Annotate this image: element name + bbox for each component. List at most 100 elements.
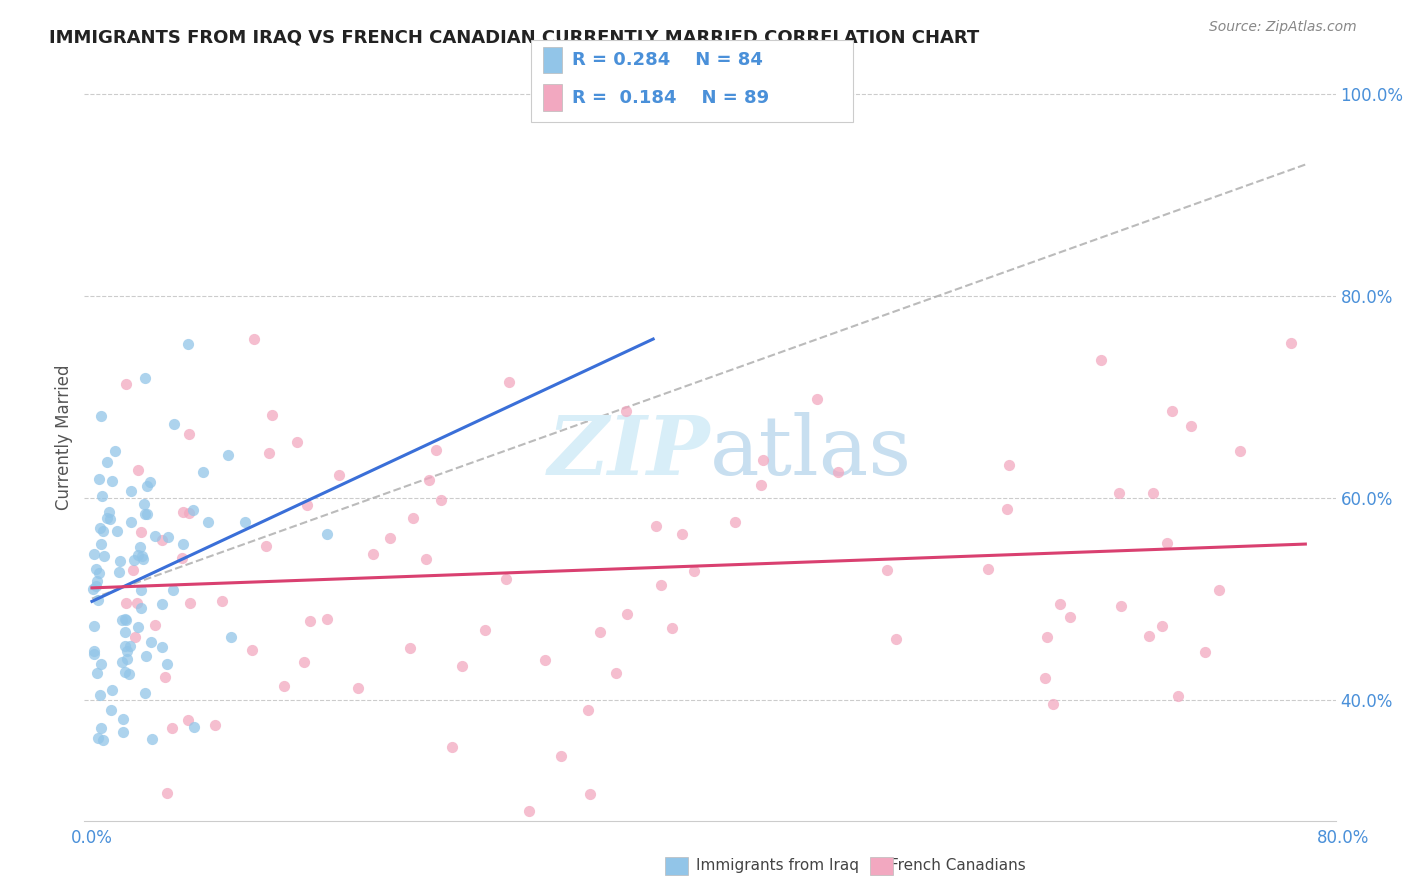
Point [616, 607, 638, 621]
Point [120, 639, 142, 653]
Point [219, 631, 242, 645]
Point [1059, 610, 1081, 624]
Point [1156, 536, 1178, 550]
Point [172, 505, 194, 519]
Point [162, 582, 184, 597]
Point [115, 376, 138, 391]
Point [132, 498, 155, 512]
Point [1035, 672, 1057, 686]
Point [115, 643, 138, 657]
Point [160, 722, 183, 736]
Text: Source: ZipAtlas.com: Source: ZipAtlas.com [1209, 20, 1357, 34]
Point [1208, 583, 1230, 598]
Point [661, 621, 683, 635]
Point [1137, 629, 1160, 643]
Point [1152, 619, 1174, 633]
Text: R = 0.284    N = 84: R = 0.284 N = 84 [572, 51, 763, 69]
Point [316, 612, 339, 626]
Point [156, 786, 179, 800]
Point [87, 593, 110, 607]
Point [316, 526, 339, 541]
Point [100, 703, 122, 717]
Point [451, 658, 474, 673]
Point [259, 446, 281, 460]
Point [285, 435, 308, 450]
Point [347, 681, 370, 695]
Point [578, 703, 600, 717]
Point [108, 554, 131, 568]
Point [751, 453, 773, 467]
Point [1111, 599, 1133, 613]
Text: atlas: atlas [710, 412, 912, 492]
Point [181, 503, 204, 517]
Text: Immigrants from Iraq: Immigrants from Iraq [696, 858, 859, 872]
Point [217, 449, 239, 463]
Point [127, 620, 149, 634]
Point [150, 640, 173, 654]
Point [1108, 486, 1130, 500]
Point [125, 596, 148, 610]
Point [114, 612, 136, 626]
Point [96, 511, 118, 525]
Point [155, 670, 177, 684]
Point [117, 652, 139, 666]
Point [1090, 353, 1112, 368]
Point [83, 619, 105, 633]
Point [86, 666, 108, 681]
Point [183, 720, 205, 734]
Point [141, 732, 163, 747]
Point [495, 572, 517, 586]
Point [1167, 689, 1189, 703]
Point [83, 647, 105, 661]
Point [135, 648, 157, 663]
Point [89, 657, 111, 672]
Point [114, 665, 136, 680]
Point [156, 657, 179, 672]
Point [131, 549, 153, 563]
Point [402, 510, 425, 524]
Point [87, 566, 110, 580]
Point [127, 462, 149, 476]
Point [83, 644, 105, 658]
Point [295, 498, 318, 512]
Point [172, 537, 194, 551]
Point [143, 617, 166, 632]
Point [380, 531, 402, 545]
Point [139, 475, 162, 490]
Point [101, 683, 124, 698]
Point [498, 376, 520, 390]
Point [550, 749, 572, 764]
Point [100, 474, 122, 488]
Point [176, 337, 198, 351]
Point [104, 444, 127, 458]
Point [254, 539, 277, 553]
Point [90, 537, 112, 551]
Point [114, 640, 136, 654]
Point [86, 731, 108, 746]
Point [127, 548, 149, 562]
Point [84, 562, 107, 576]
Point [118, 666, 141, 681]
Point [579, 787, 602, 801]
Point [134, 370, 156, 384]
Point [120, 515, 142, 529]
Point [197, 515, 219, 529]
Point [399, 641, 422, 656]
Point [191, 465, 214, 479]
Point [129, 601, 152, 615]
Point [134, 686, 156, 700]
Point [91, 524, 114, 539]
Point [176, 713, 198, 727]
Point [89, 521, 111, 535]
Point [110, 655, 132, 669]
Point [441, 739, 464, 754]
Point [977, 562, 1000, 576]
Point [122, 553, 145, 567]
Text: IMMIGRANTS FROM IRAQ VS FRENCH CANADIAN CURRENTLY MARRIED CORRELATION CHART: IMMIGRANTS FROM IRAQ VS FRENCH CANADIAN … [49, 29, 980, 46]
Point [723, 515, 745, 529]
Text: ZIP: ZIP [547, 412, 710, 492]
Point [96, 455, 118, 469]
Point [87, 472, 110, 486]
Point [995, 501, 1018, 516]
Point [298, 614, 321, 628]
